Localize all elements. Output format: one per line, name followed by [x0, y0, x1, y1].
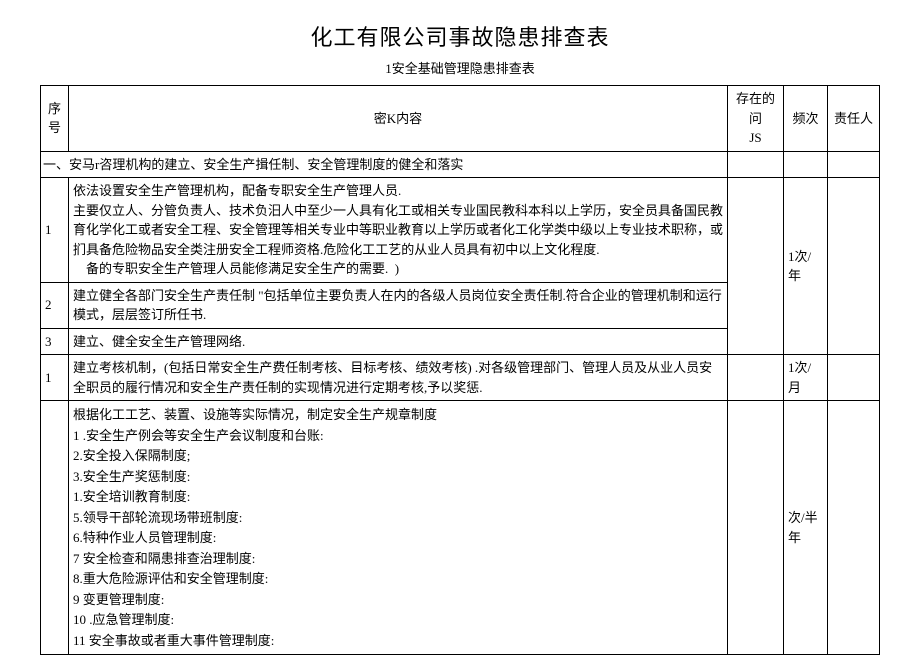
row-resp: [828, 401, 880, 655]
inspection-table: 序号 密K内容 存在的问 JS 频次 责任人 一、安马r咨理机构的建立、安全生产…: [40, 85, 880, 655]
list-item: 3.安全生产奖惩制度:: [73, 467, 723, 487]
row-content: 依法设置安全生产管理机构，配备专职安全生产管理人员.主要仅立人、分管负责人、技术…: [69, 178, 728, 283]
row-resp: [828, 178, 880, 355]
header-issue: 存在的问 JS: [728, 86, 784, 152]
section-resp: [828, 151, 880, 178]
list-item: 8.重大危险源评估和安全管理制度:: [73, 569, 723, 589]
table-row: 1 依法设置安全生产管理机构，配备专职安全生产管理人员.主要仅立人、分管负责人、…: [41, 178, 880, 283]
header-freq: 频次: [784, 86, 828, 152]
page-subtitle: 1安全基础管理隐患排查表: [40, 58, 880, 77]
section-issue: [728, 151, 784, 178]
row-seq: 2: [41, 282, 69, 328]
row-seq: 1: [41, 355, 69, 401]
header-content: 密K内容: [69, 86, 728, 152]
list-item: 6.特种作业人员管理制度:: [73, 528, 723, 548]
row-issue: [728, 178, 784, 355]
section-text: r咨理机构的建立、安全生产揖任制、安全管理制度的健全和落实: [95, 157, 463, 172]
page-title: 化工有限公司事故隐患排查表: [40, 20, 880, 52]
section-cell: 一、安马r咨理机构的建立、安全生产揖任制、安全管理制度的健全和落实: [41, 151, 728, 178]
header-issue-line1: 存在的问: [732, 89, 779, 128]
header-issue-line2: JS: [732, 128, 779, 148]
row-seq: 3: [41, 328, 69, 355]
row-freq: 次/半年: [784, 401, 828, 655]
section-row: 一、安马r咨理机构的建立、安全生产揖任制、安全管理制度的健全和落实: [41, 151, 880, 178]
list-item: 7 安全检查和隔患排查治理制度:: [73, 549, 723, 569]
row-content-list: 根据化工工艺、装置、设施等实际情况，制定安全生产规章制度 1 .安全生产例会等安…: [69, 401, 728, 655]
row-freq: 1次/月: [784, 355, 828, 401]
list-item: 1 .安全生产例会等安全生产会议制度和台账:: [73, 426, 723, 446]
row-resp: [828, 355, 880, 401]
list-item: 1.安全培训教育制度:: [73, 487, 723, 507]
header-resp: 责任人: [828, 86, 880, 152]
list-item: 10 .应急管理制度:: [73, 610, 723, 630]
row-seq: [41, 401, 69, 655]
row-content: 建立考核机制，(包括日常安全生产费任制考核、目标考核、绩效考核) .对各级管理部…: [69, 355, 728, 401]
row-content: 建立健全各部门安全生产责任制 "包括单位主要负责人在内的各级人员岗位安全责任制.…: [69, 282, 728, 328]
row-content: 建立、健全安全生产管理网络.: [69, 328, 728, 355]
list-item: 2.安全投入保隔制度;: [73, 446, 723, 466]
list-item: 9 变更管理制度:: [73, 590, 723, 610]
table-header-row: 序号 密K内容 存在的问 JS 频次 责任人: [41, 86, 880, 152]
list-intro: 根据化工工艺、装置、设施等实际情况，制定安全生产规章制度: [73, 405, 723, 425]
row-issue: [728, 401, 784, 655]
header-seq: 序号: [41, 86, 69, 152]
section-freq: [784, 151, 828, 178]
row-issue: [728, 355, 784, 401]
row-seq: 1: [41, 178, 69, 283]
table-row: 1 建立考核机制，(包括日常安全生产费任制考核、目标考核、绩效考核) .对各级管…: [41, 355, 880, 401]
section-prefix: 一、安马: [43, 157, 95, 172]
list-item: 11 安全事故或者重大事件管理制度:: [73, 631, 723, 651]
table-row: 根据化工工艺、装置、设施等实际情况，制定安全生产规章制度 1 .安全生产例会等安…: [41, 401, 880, 655]
row-freq: 1次/年: [784, 178, 828, 355]
list-item: 5.领导干部轮流现场带班制度:: [73, 508, 723, 528]
